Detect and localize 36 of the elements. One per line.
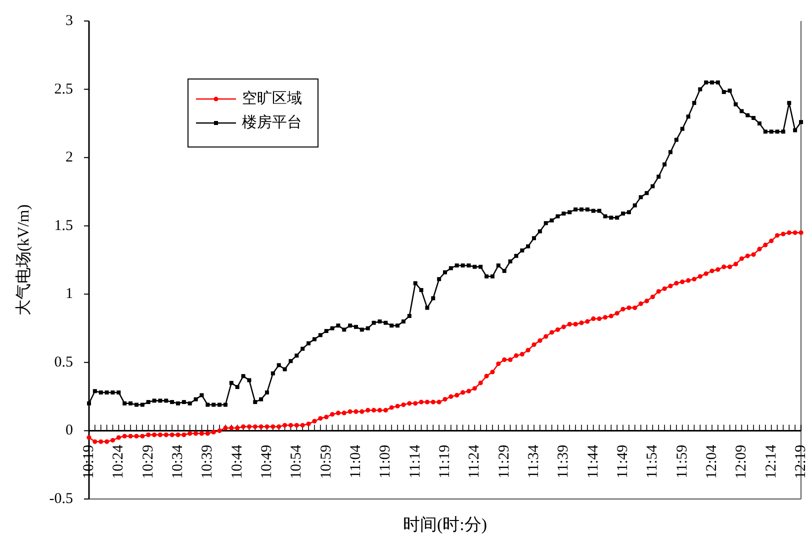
x-tick-label: 12:14 <box>763 444 780 479</box>
x-tick-label: 10:59 <box>318 444 334 479</box>
y-tick-label: 2.5 <box>54 81 73 98</box>
x-tick-label: 11:19 <box>437 444 453 478</box>
y-tick-label: 0.5 <box>54 354 73 370</box>
y-tick-label: 3 <box>66 13 73 29</box>
x-tick-label: 11:24 <box>466 444 483 478</box>
x-tick-label: 10:24 <box>110 444 127 479</box>
y-tick-label: 1.5 <box>54 218 73 234</box>
x-tick-label: 12:04 <box>704 444 720 479</box>
x-tick-label: 12:09 <box>734 444 750 479</box>
y-tick-label: 0 <box>66 422 73 439</box>
x-tick-label: 10:44 <box>229 444 246 479</box>
x-tick-label: 12:19 <box>793 444 808 479</box>
x-tick-label: 10:49 <box>259 444 275 479</box>
x-tick-label: 11:44 <box>585 444 602 478</box>
x-tick-label: 11:34 <box>526 444 542 478</box>
x-tick-label: 10:39 <box>200 444 216 479</box>
x-tick-label: 10:29 <box>140 444 156 479</box>
y-tick-label: -0.5 <box>49 491 73 507</box>
y-tick-label: 2 <box>66 150 73 166</box>
x-tick-label: 10:54 <box>288 444 305 479</box>
x-tick-label: 10:34 <box>170 444 186 479</box>
x-tick-label: 11:14 <box>407 444 424 478</box>
x-tick-label: 11:59 <box>674 444 690 478</box>
y-tick-label: 1 <box>66 286 73 302</box>
x-axis-title: 时间(时:分) <box>402 515 488 534</box>
legend-label: 楼房平台 <box>242 114 302 131</box>
x-tick-label: 11:54 <box>644 444 661 478</box>
legend-label: 空旷区域 <box>242 90 302 107</box>
x-tick-label: 11:29 <box>496 444 512 478</box>
x-tick-label: 11:39 <box>556 444 572 478</box>
x-tick-label: 11:49 <box>615 444 631 478</box>
x-tick-label: 11:04 <box>348 444 364 478</box>
y-axis-title: 大气电场(kV/m) <box>14 204 32 316</box>
x-tick-label: 11:09 <box>378 444 394 478</box>
